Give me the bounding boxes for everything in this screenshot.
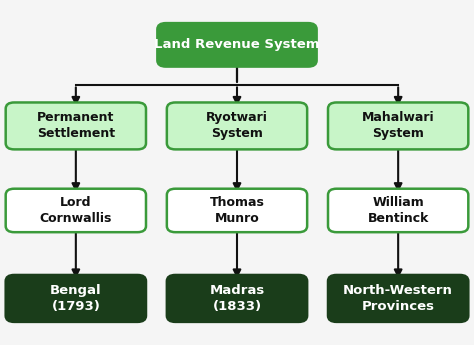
Text: Thomas
Munro: Thomas Munro — [210, 196, 264, 225]
Text: Permanent
Settlement: Permanent Settlement — [37, 111, 115, 140]
Text: Madras
(1833): Madras (1833) — [210, 284, 264, 313]
FancyBboxPatch shape — [6, 102, 146, 149]
Text: North-Western
Provinces: North-Western Provinces — [343, 284, 453, 313]
Text: Land Revenue System: Land Revenue System — [154, 38, 320, 51]
Text: Bengal
(1793): Bengal (1793) — [50, 284, 101, 313]
FancyBboxPatch shape — [6, 189, 146, 232]
FancyBboxPatch shape — [167, 189, 307, 232]
Text: William
Bentinck: William Bentinck — [367, 196, 429, 225]
FancyBboxPatch shape — [328, 189, 468, 232]
Text: Lord
Cornwallis: Lord Cornwallis — [40, 196, 112, 225]
Text: Mahalwari
System: Mahalwari System — [362, 111, 435, 140]
FancyBboxPatch shape — [167, 275, 307, 322]
FancyBboxPatch shape — [6, 275, 146, 322]
FancyBboxPatch shape — [157, 23, 317, 67]
Text: Ryotwari
System: Ryotwari System — [206, 111, 268, 140]
FancyBboxPatch shape — [328, 102, 468, 149]
FancyBboxPatch shape — [167, 102, 307, 149]
FancyBboxPatch shape — [328, 275, 468, 322]
